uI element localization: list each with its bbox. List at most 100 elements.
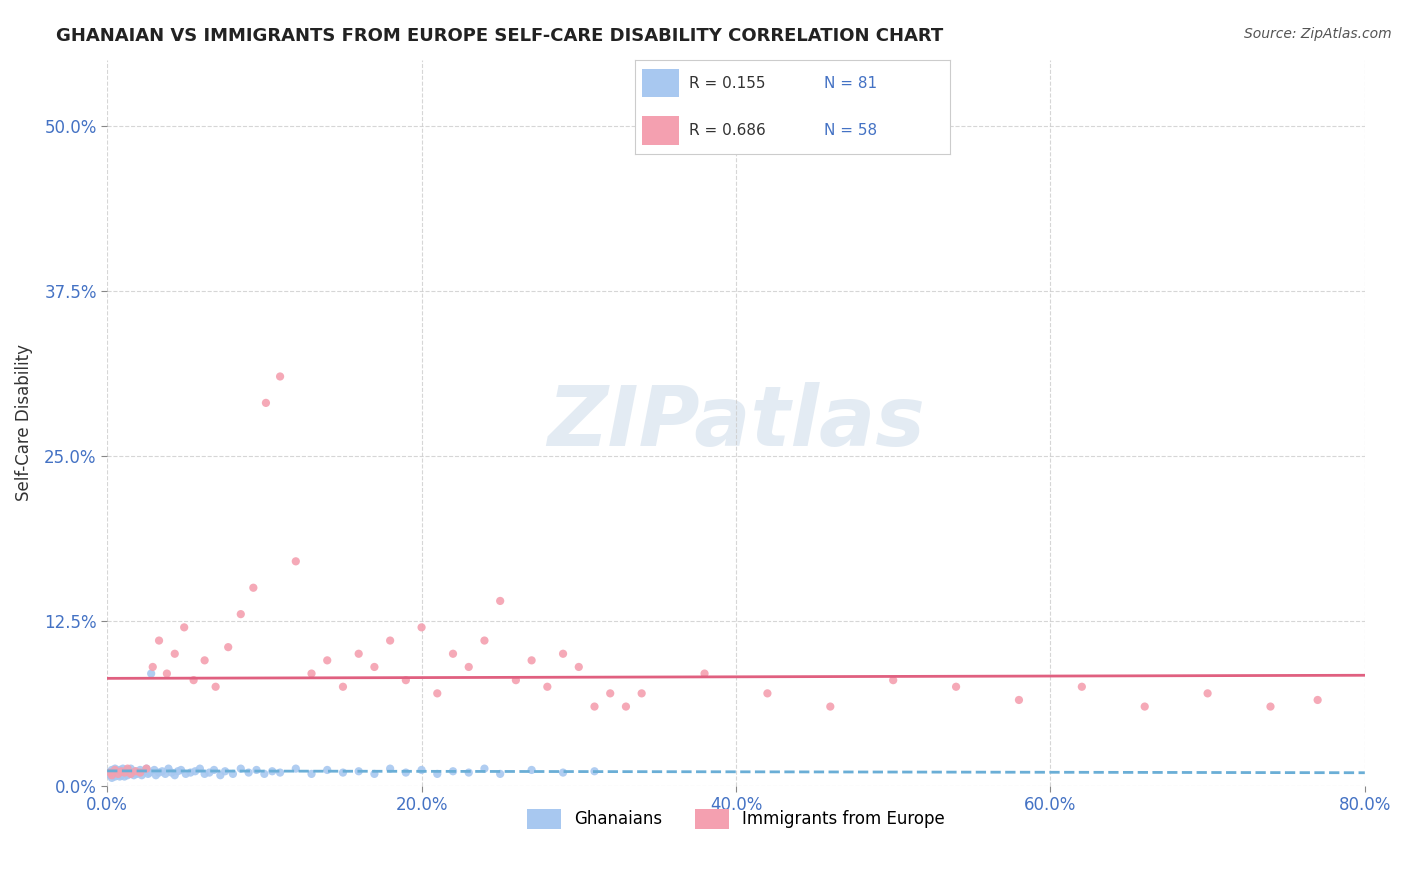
Point <box>568 660 591 674</box>
Point <box>163 768 186 782</box>
Point <box>347 764 370 779</box>
Point <box>135 762 157 776</box>
Point <box>107 764 129 779</box>
Point <box>583 764 606 779</box>
Text: Source: ZipAtlas.com: Source: ZipAtlas.com <box>1244 27 1392 41</box>
Point <box>489 767 512 781</box>
Point <box>614 699 637 714</box>
Point <box>135 762 157 776</box>
Point <box>160 765 183 780</box>
Point <box>301 767 323 781</box>
Point <box>120 767 142 781</box>
Point <box>105 765 128 780</box>
Point <box>254 396 277 410</box>
Point <box>104 763 127 777</box>
Point <box>101 763 124 777</box>
Point <box>520 653 543 667</box>
Point <box>110 765 132 780</box>
Point <box>551 647 574 661</box>
Point <box>108 770 131 784</box>
Point <box>129 763 152 777</box>
Point <box>150 764 173 779</box>
Point <box>157 762 180 776</box>
Point <box>155 767 177 781</box>
Point <box>141 666 163 681</box>
Point <box>474 633 496 648</box>
Point <box>114 765 136 780</box>
Point <box>97 765 120 780</box>
Point <box>489 594 512 608</box>
Point <box>1197 686 1219 700</box>
Point <box>284 762 307 776</box>
Point <box>301 666 323 681</box>
Point <box>104 770 127 784</box>
Point <box>316 763 339 777</box>
Point <box>156 666 179 681</box>
Point <box>131 768 153 782</box>
Point <box>111 762 134 776</box>
Point <box>284 554 307 568</box>
Point <box>188 762 211 776</box>
Point <box>101 771 124 785</box>
Point <box>138 765 160 780</box>
Point <box>204 680 226 694</box>
Point <box>194 767 217 781</box>
Point <box>114 770 136 784</box>
Point <box>98 768 121 782</box>
Point <box>143 763 166 777</box>
Point <box>238 765 260 780</box>
Point <box>1133 699 1156 714</box>
Point <box>457 660 479 674</box>
Text: ZIPatlas: ZIPatlas <box>547 382 925 463</box>
Point <box>1070 680 1092 694</box>
Point <box>142 660 165 674</box>
Point <box>103 767 125 781</box>
Point <box>1260 699 1282 714</box>
Point <box>110 768 132 782</box>
Point <box>242 581 264 595</box>
Point <box>114 767 136 781</box>
Point <box>117 768 139 782</box>
Point <box>426 767 449 781</box>
Point <box>105 768 128 782</box>
Point <box>316 653 339 667</box>
Point <box>441 647 464 661</box>
Point <box>395 765 418 780</box>
Point <box>229 762 252 776</box>
Point <box>253 767 276 781</box>
Point <box>347 647 370 661</box>
Point <box>107 767 129 781</box>
Point <box>118 764 141 779</box>
Point <box>363 660 385 674</box>
Point <box>820 699 842 714</box>
Point <box>148 765 170 780</box>
Point <box>107 767 129 781</box>
Point <box>163 647 186 661</box>
Point <box>148 633 170 648</box>
Point <box>269 369 291 384</box>
Point <box>245 763 267 777</box>
Point <box>505 673 527 688</box>
Point <box>194 653 217 667</box>
Point <box>124 764 146 779</box>
Point <box>363 767 385 781</box>
Point <box>173 620 195 634</box>
Point <box>411 620 433 634</box>
Point <box>170 763 193 777</box>
Point <box>599 686 621 700</box>
Point <box>395 673 418 688</box>
Point <box>115 765 138 780</box>
Point <box>103 764 125 779</box>
Point <box>198 765 221 780</box>
Point <box>441 764 464 779</box>
Point <box>179 765 201 780</box>
Point <box>117 762 139 776</box>
Point <box>551 765 574 780</box>
Point <box>378 762 401 776</box>
Point <box>104 762 127 776</box>
Point <box>269 765 291 780</box>
Point <box>167 764 190 779</box>
Point <box>110 764 132 779</box>
Point <box>378 633 401 648</box>
Point <box>1306 693 1329 707</box>
